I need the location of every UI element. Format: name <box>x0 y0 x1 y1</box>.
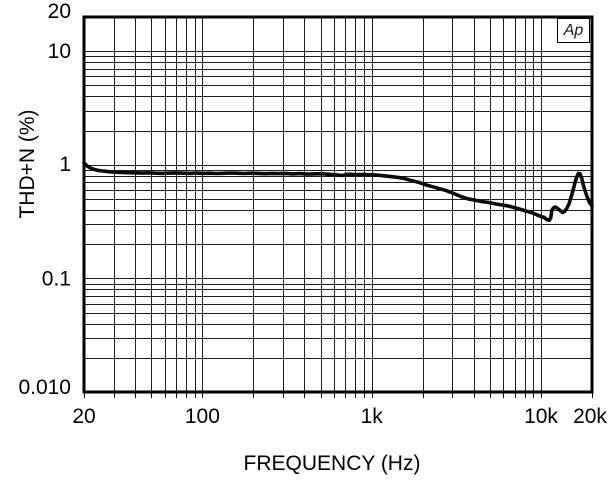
y-tick-label: 0.1 <box>42 267 71 290</box>
x-tick-label: 20k <box>573 405 607 428</box>
audio-precision-logo: Ap <box>557 18 590 43</box>
x-tick-label: 10k <box>524 405 558 428</box>
plot-frame <box>82 15 594 394</box>
y-tick-label: 10 <box>48 40 71 63</box>
x-axis-title: FREQUENCY (Hz) <box>243 452 421 475</box>
y-tick-label: 1 <box>59 153 71 176</box>
thd-curve <box>82 161 594 222</box>
x-tick-label: 1k <box>361 405 384 428</box>
y-axis-title: THD+N (%) <box>16 109 39 219</box>
x-tick-label: 100 <box>185 405 220 428</box>
x-tick-label: 20 <box>72 405 95 428</box>
y-tick-label: 0.010 <box>18 376 71 399</box>
y-tick-label: 20 <box>48 0 71 23</box>
